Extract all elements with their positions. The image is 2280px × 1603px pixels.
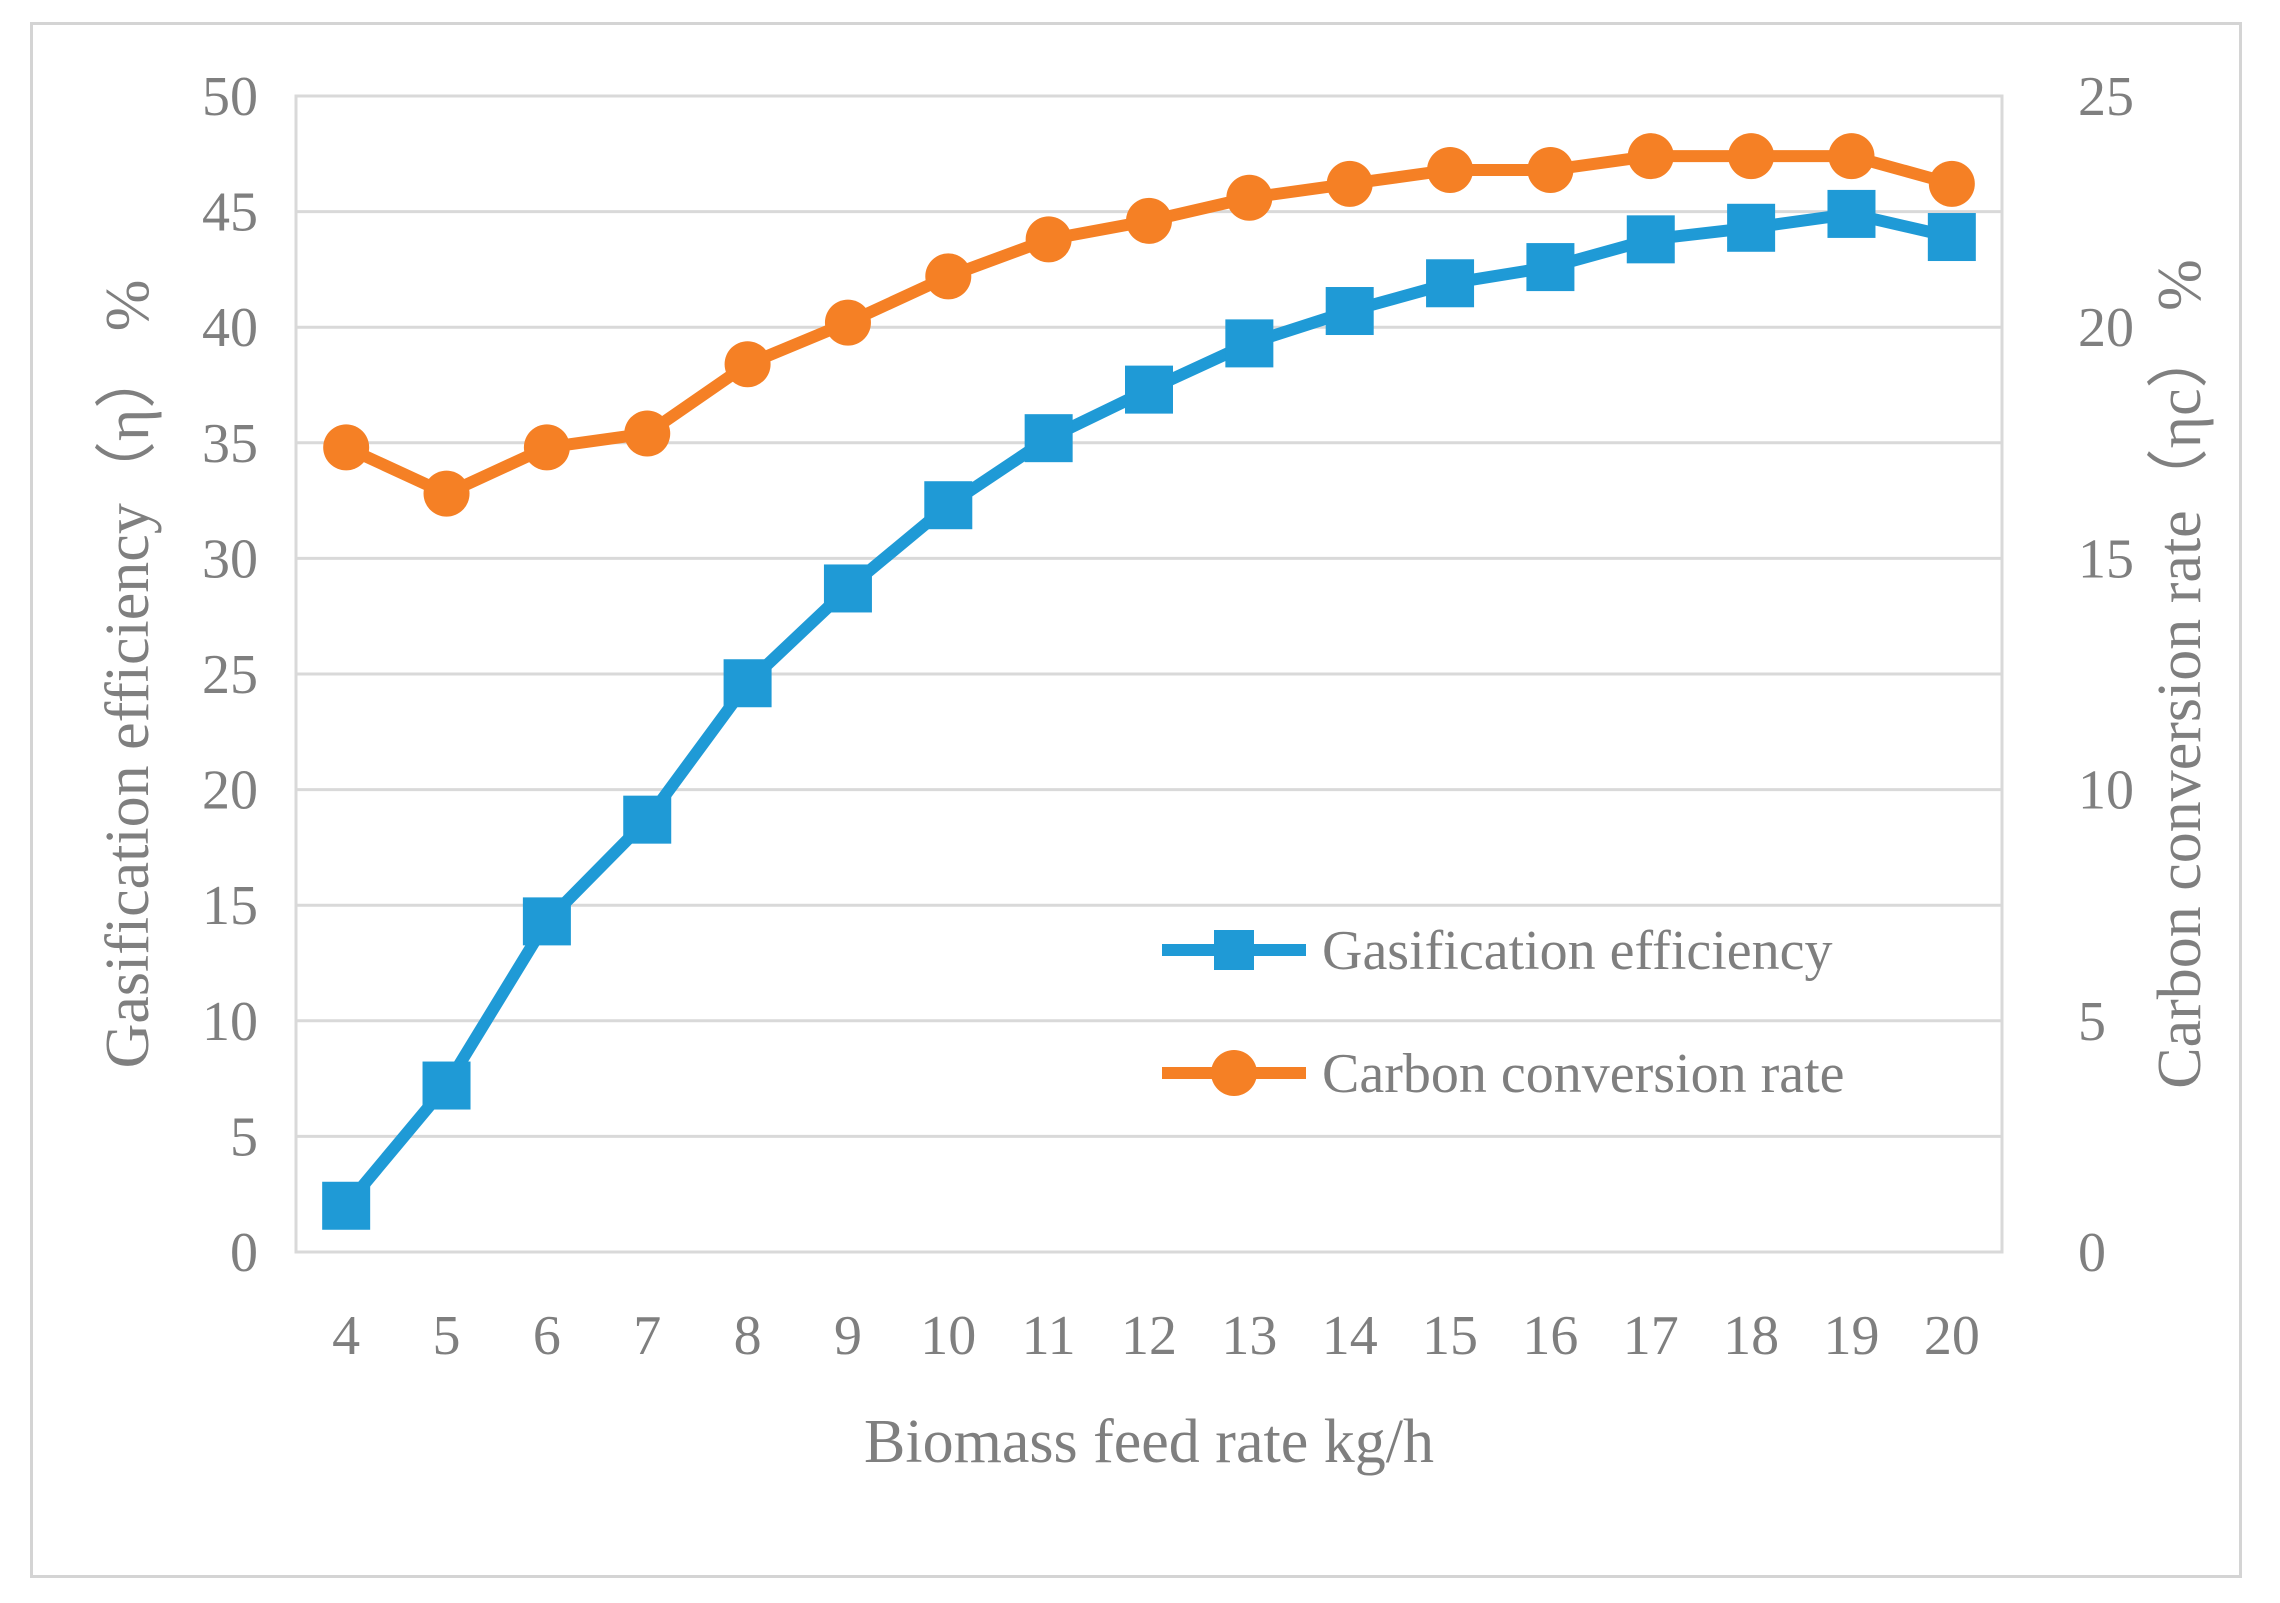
data-point-carbon: [1226, 174, 1273, 221]
y-left-tick-label: 0: [230, 1222, 258, 1284]
series-layer: [322, 133, 1976, 1230]
data-point-carbon: [1828, 133, 1875, 180]
data-point-carbon: [423, 470, 470, 517]
chart-frame: [30, 22, 2242, 1578]
data-point-carbon: [1126, 197, 1172, 244]
data-point-gasification: [522, 897, 571, 946]
data-point-carbon: [1025, 216, 1072, 263]
x-tick-label: 16: [1522, 1305, 1578, 1367]
y-right-tick-label: 25: [2078, 66, 2134, 128]
y-axis-left-title: Gasification efficiency（η） %: [94, 280, 162, 1069]
y-left-tick-label: 5: [230, 1106, 258, 1168]
data-point-gasification: [322, 1181, 371, 1230]
y-left-tick-label: 15: [202, 875, 258, 937]
legend-label-gasification: Gasification efficiency: [1322, 920, 1833, 982]
data-point-gasification: [1426, 259, 1475, 308]
data-point-gasification: [1927, 213, 1976, 262]
data-point-gasification: [1024, 414, 1073, 463]
data-point-carbon: [1427, 146, 1474, 193]
data-point-gasification: [1827, 189, 1876, 238]
data-point-carbon: [824, 299, 871, 346]
grid-lines: [296, 210, 2002, 1138]
y-right-tick-label: 15: [2078, 528, 2134, 590]
y-left-tick-label: 25: [202, 644, 258, 706]
data-point-gasification: [1325, 287, 1374, 336]
data-point-carbon: [925, 253, 972, 300]
y-axis-right-title: Carbon conversion rate（ηc） %: [2146, 259, 2214, 1089]
data-point-gasification: [1225, 319, 1274, 368]
legend-item-gasification: Gasification efficiency: [1162, 920, 1833, 982]
legend: Gasification efficiency Carbon conversio…: [1162, 920, 1844, 1105]
y-right-tick-label: 5: [2078, 991, 2106, 1053]
y-left-tick-label: 45: [202, 182, 258, 244]
data-point-gasification: [924, 481, 973, 530]
y-right-tick-label: 10: [2078, 760, 2134, 822]
data-point-gasification: [823, 564, 872, 613]
x-tick-label: 5: [433, 1305, 461, 1367]
x-tick-label: 6: [533, 1305, 561, 1367]
legend-marker-square-icon: [1214, 930, 1254, 970]
legend-marker-circle-icon: [1211, 1050, 1257, 1096]
x-tick-label: 7: [633, 1305, 661, 1367]
data-point-carbon: [1326, 160, 1373, 207]
x-tick-label: 9: [834, 1305, 862, 1367]
data-point-gasification: [1526, 243, 1575, 292]
y-left-tick-label: 10: [202, 991, 258, 1053]
data-point-carbon: [624, 410, 671, 457]
x-tick-label: 20: [1924, 1305, 1980, 1367]
data-point-carbon: [523, 424, 570, 471]
data-point-gasification: [422, 1061, 471, 1110]
x-tick-label: 14: [1322, 1305, 1378, 1367]
y-right-tick-label: 20: [2078, 297, 2134, 359]
y-axis-left-ticks: 0 5 10 15 20 25 30 35 40 45 50: [202, 66, 258, 1284]
x-tick-label: 11: [1022, 1305, 1076, 1367]
x-tick-label: 19: [1823, 1305, 1879, 1367]
x-tick-label: 8: [734, 1305, 762, 1367]
data-point-carbon: [1928, 160, 1975, 207]
y-left-tick-label: 30: [202, 528, 258, 590]
data-point-carbon: [1627, 133, 1674, 180]
data-point-gasification: [1125, 365, 1173, 414]
legend-label-carbon: Carbon conversion rate: [1322, 1043, 1844, 1105]
data-point-gasification: [1626, 215, 1675, 264]
x-tick-label: 15: [1422, 1305, 1478, 1367]
x-tick-label: 13: [1221, 1305, 1277, 1367]
data-point-carbon: [1728, 133, 1775, 180]
data-point-carbon: [1527, 146, 1574, 193]
y-left-tick-label: 20: [202, 760, 258, 822]
data-point-gasification: [723, 659, 772, 708]
y-left-tick-label: 50: [202, 66, 258, 128]
y-left-tick-label: 40: [202, 297, 258, 359]
x-axis-title: Biomass feed rate kg/h: [864, 1408, 1434, 1476]
data-point-carbon: [724, 341, 771, 388]
x-tick-label: 17: [1623, 1305, 1679, 1367]
data-point-gasification: [1727, 203, 1776, 252]
x-tick-label: 18: [1723, 1305, 1779, 1367]
legend-item-carbon: Carbon conversion rate: [1162, 1043, 1844, 1105]
data-point-carbon: [323, 424, 370, 471]
y-left-tick-label: 35: [202, 413, 258, 475]
x-tick-label: 4: [332, 1305, 360, 1367]
y-axis-right-ticks: 0 5 10 15 20 25: [2078, 66, 2134, 1284]
x-axis-ticks: 4 5 6 7 8 9 10 11 12 13 14 15 16 17 18 19 20: [332, 1305, 1980, 1367]
y-right-tick-label: 0: [2078, 1222, 2106, 1284]
data-point-gasification: [623, 795, 672, 844]
x-tick-label: 10: [920, 1305, 976, 1367]
x-tick-label: 12: [1121, 1305, 1177, 1367]
